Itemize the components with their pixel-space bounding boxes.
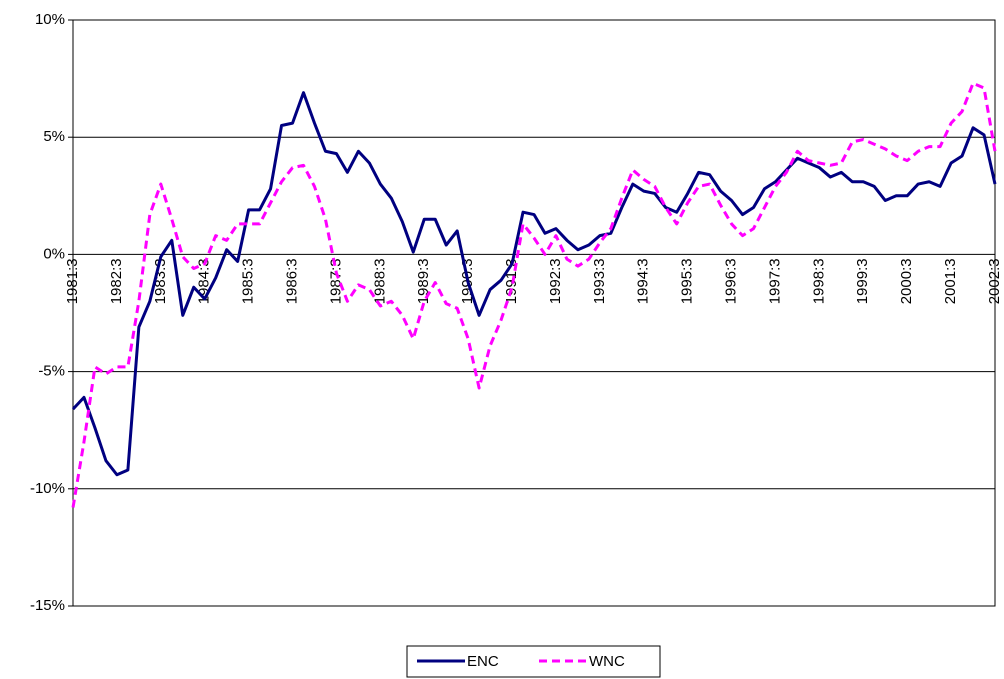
x-tick-label: 1998:3 xyxy=(810,258,827,304)
x-tick-label: 2001:3 xyxy=(942,258,959,304)
x-tick-label: 1992:3 xyxy=(547,258,564,304)
x-tick-label: 1985:3 xyxy=(240,258,257,304)
x-tick-label: 1995:3 xyxy=(679,258,696,304)
x-tick-label: 1994:3 xyxy=(635,258,652,304)
x-tick-label: 1982:3 xyxy=(108,258,125,304)
x-tick-label: 1988:3 xyxy=(371,258,388,304)
y-tick-label: 0% xyxy=(43,245,65,262)
series-line xyxy=(71,91,997,477)
x-tick-label: 1986:3 xyxy=(283,258,300,304)
y-tick-label: 5% xyxy=(43,128,65,145)
y-tick-label: -5% xyxy=(38,363,65,380)
plot-area xyxy=(72,19,996,607)
x-tick-label: 1996:3 xyxy=(723,258,740,304)
series-line xyxy=(71,81,997,508)
x-tick-label: 2000:3 xyxy=(898,258,915,304)
x-tick-label: 1983:3 xyxy=(152,258,169,304)
y-tick-label: -15% xyxy=(30,597,65,614)
x-tick-label: 2002:3 xyxy=(986,258,1003,304)
y-tick-label: 10% xyxy=(35,11,65,28)
x-tick-label: 1993:3 xyxy=(591,258,608,304)
y-tick-label: -10% xyxy=(30,480,65,497)
legend: ENC WNC xyxy=(406,645,661,678)
x-tick-label: 1981:3 xyxy=(64,258,81,304)
legend-label: WNC xyxy=(589,653,625,670)
x-tick-label: 1999:3 xyxy=(854,258,871,304)
x-tick-label: 1989:3 xyxy=(415,258,432,304)
x-tick-label: 1987:3 xyxy=(327,258,344,304)
x-tick-label: 1997:3 xyxy=(766,258,783,304)
legend-label: ENC xyxy=(467,653,499,670)
